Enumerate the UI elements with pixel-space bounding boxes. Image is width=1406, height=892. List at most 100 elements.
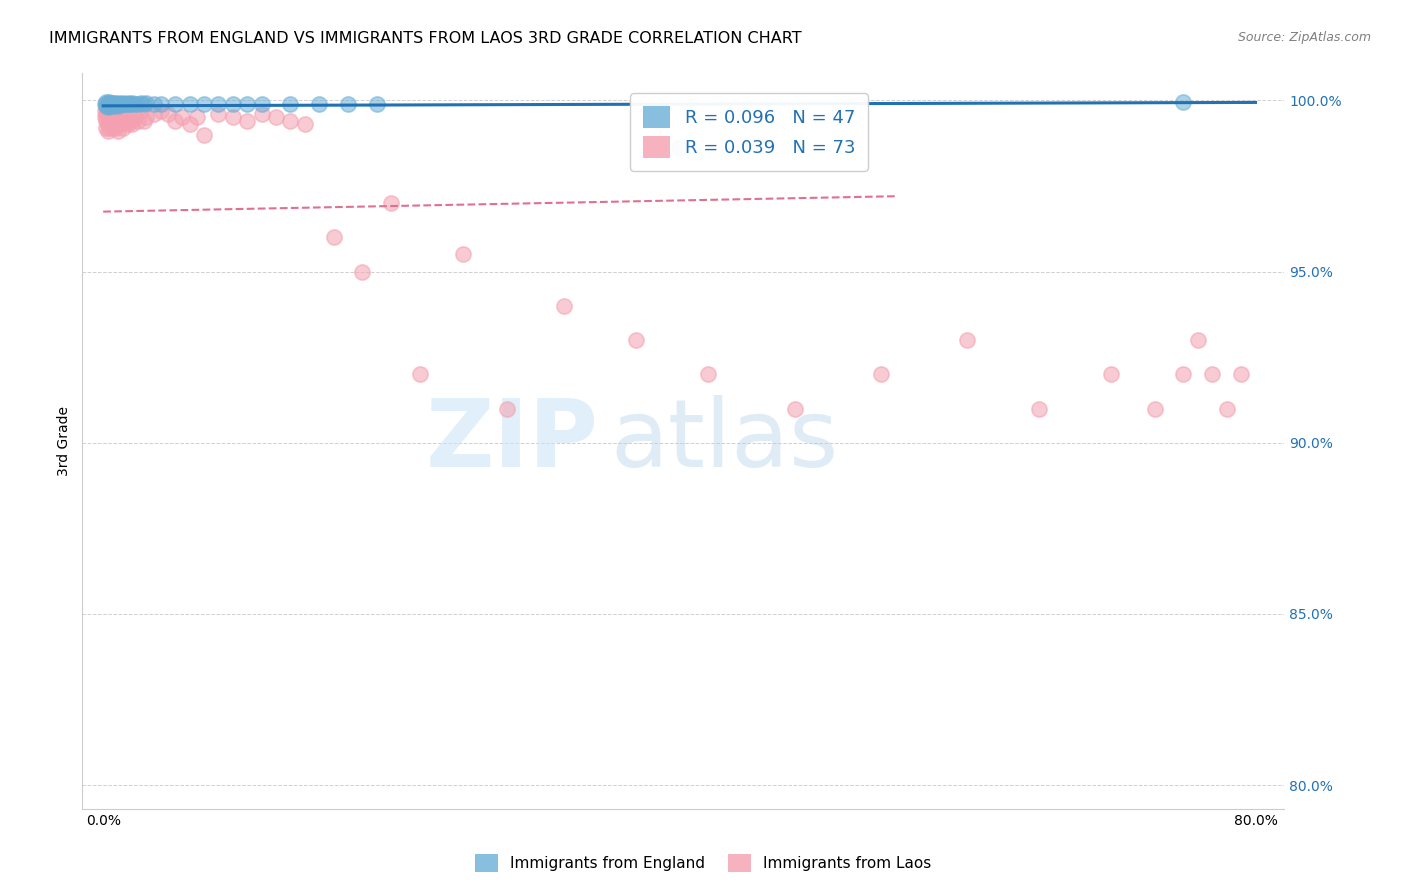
Point bbox=[108, 117, 131, 131]
Point bbox=[207, 107, 229, 121]
Point bbox=[97, 107, 120, 121]
Point bbox=[94, 107, 117, 121]
Point bbox=[172, 111, 194, 125]
Point bbox=[101, 111, 124, 125]
Point bbox=[222, 111, 245, 125]
Point bbox=[100, 117, 122, 131]
Point bbox=[165, 114, 187, 128]
Point bbox=[118, 96, 141, 111]
Point bbox=[337, 96, 360, 111]
Point bbox=[107, 124, 129, 138]
Point bbox=[409, 368, 432, 382]
Point bbox=[94, 120, 117, 135]
Point bbox=[280, 96, 302, 111]
Point bbox=[1187, 333, 1209, 347]
Point bbox=[1230, 368, 1253, 382]
Point bbox=[115, 97, 138, 112]
Point bbox=[97, 95, 120, 109]
Point bbox=[124, 96, 146, 111]
Point bbox=[107, 96, 129, 111]
Point bbox=[495, 401, 517, 416]
Point bbox=[114, 96, 136, 111]
Point bbox=[93, 96, 115, 111]
Point bbox=[96, 100, 118, 114]
Point bbox=[207, 96, 229, 111]
Point bbox=[96, 96, 118, 111]
Point bbox=[96, 111, 118, 125]
Point bbox=[111, 97, 134, 112]
Point bbox=[129, 96, 152, 111]
Point bbox=[104, 111, 127, 125]
Point bbox=[111, 114, 134, 128]
Point bbox=[165, 96, 187, 111]
Point bbox=[149, 103, 172, 118]
Point bbox=[124, 111, 146, 125]
Point bbox=[1028, 401, 1050, 416]
Point bbox=[697, 368, 720, 382]
Point bbox=[222, 96, 245, 111]
Point bbox=[142, 107, 165, 121]
Point bbox=[870, 368, 893, 382]
Y-axis label: 3rd Grade: 3rd Grade bbox=[58, 406, 72, 476]
Point bbox=[107, 98, 129, 112]
Point bbox=[94, 95, 117, 109]
Point bbox=[94, 98, 117, 112]
Point bbox=[308, 96, 330, 111]
Point bbox=[1143, 401, 1166, 416]
Legend: Immigrants from England, Immigrants from Laos: Immigrants from England, Immigrants from… bbox=[467, 846, 939, 880]
Text: ZIP: ZIP bbox=[426, 395, 599, 487]
Point bbox=[94, 114, 117, 128]
Text: IMMIGRANTS FROM ENGLAND VS IMMIGRANTS FROM LAOS 3RD GRADE CORRELATION CHART: IMMIGRANTS FROM ENGLAND VS IMMIGRANTS FR… bbox=[49, 31, 801, 46]
Point bbox=[366, 96, 388, 111]
Point bbox=[157, 107, 180, 121]
Point bbox=[1173, 368, 1195, 382]
Point bbox=[97, 111, 120, 125]
Point bbox=[1173, 95, 1195, 109]
Point bbox=[108, 96, 131, 111]
Point bbox=[117, 96, 139, 111]
Point bbox=[193, 128, 215, 142]
Point bbox=[956, 333, 979, 347]
Point bbox=[179, 117, 201, 131]
Point bbox=[115, 114, 138, 128]
Point bbox=[100, 96, 122, 111]
Point bbox=[97, 120, 120, 135]
Point bbox=[121, 96, 143, 111]
Point bbox=[93, 103, 115, 118]
Point bbox=[120, 114, 142, 128]
Point bbox=[110, 96, 132, 111]
Point bbox=[129, 103, 152, 118]
Point bbox=[322, 230, 344, 244]
Point bbox=[101, 97, 124, 112]
Text: Source: ZipAtlas.com: Source: ZipAtlas.com bbox=[1237, 31, 1371, 45]
Point bbox=[668, 141, 690, 155]
Point bbox=[135, 111, 157, 125]
Point bbox=[101, 114, 124, 128]
Point bbox=[132, 114, 155, 128]
Point bbox=[121, 117, 143, 131]
Point bbox=[107, 114, 129, 128]
Point bbox=[280, 114, 302, 128]
Point bbox=[110, 111, 132, 125]
Point bbox=[118, 107, 141, 121]
Point bbox=[193, 96, 215, 111]
Point bbox=[135, 96, 157, 111]
Point bbox=[453, 247, 475, 261]
Point bbox=[236, 114, 259, 128]
Point bbox=[250, 96, 273, 111]
Point bbox=[96, 124, 118, 138]
Point bbox=[783, 401, 806, 416]
Point bbox=[97, 97, 120, 112]
Point bbox=[103, 95, 125, 110]
Point bbox=[1201, 368, 1223, 382]
Point bbox=[105, 111, 128, 125]
Point bbox=[132, 96, 155, 111]
Point bbox=[236, 96, 259, 111]
Point bbox=[101, 96, 124, 111]
Point bbox=[105, 97, 128, 112]
Point bbox=[624, 333, 647, 347]
Point bbox=[100, 114, 122, 128]
Point bbox=[112, 96, 135, 111]
Point bbox=[100, 98, 122, 112]
Point bbox=[105, 120, 128, 135]
